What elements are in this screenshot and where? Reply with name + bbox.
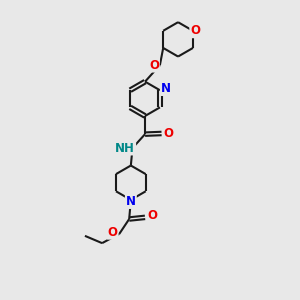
Text: O: O [164, 127, 174, 140]
Text: N: N [161, 82, 171, 95]
Text: NH: NH [115, 142, 135, 154]
Text: N: N [126, 195, 136, 208]
Text: O: O [147, 209, 157, 222]
Text: O: O [108, 226, 118, 239]
Text: O: O [149, 58, 159, 72]
Text: O: O [190, 24, 200, 37]
